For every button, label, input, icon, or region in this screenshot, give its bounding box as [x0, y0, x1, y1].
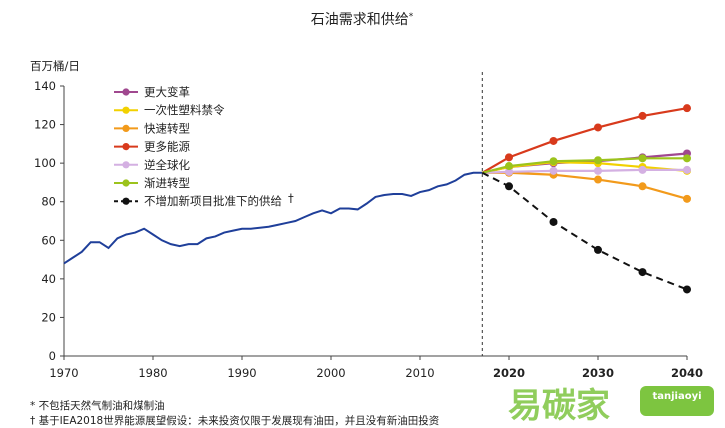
series-point	[549, 136, 558, 145]
series-point	[638, 154, 647, 163]
footnote-1: * 不包括天然气制油和煤制油	[30, 399, 165, 412]
series-point	[683, 104, 691, 113]
x-tick-label: 1990	[227, 366, 256, 380]
x-tick-label: 2030	[582, 366, 614, 380]
series-line-5	[482, 157, 687, 174]
series-point	[683, 285, 691, 294]
y-tick-label: 140	[34, 79, 56, 93]
x-tick-label: 2020	[493, 366, 525, 380]
legend-label: 更大变革	[144, 85, 190, 99]
y-tick-label: 80	[41, 195, 56, 209]
series-point	[594, 245, 602, 254]
legend-marker	[122, 143, 130, 151]
series-point	[594, 175, 602, 184]
series-point	[549, 157, 558, 166]
series-point	[505, 153, 513, 162]
series-line-4	[482, 168, 687, 174]
series-line-2	[482, 171, 688, 200]
legend-marker	[122, 106, 130, 114]
series-point	[683, 165, 691, 174]
watermark-logo: 易碳家 tanjiaoyi	[508, 386, 714, 426]
x-tick-label: 2000	[316, 366, 345, 380]
series-point	[505, 167, 513, 176]
y-tick-label: 20	[41, 310, 56, 324]
series-point	[549, 166, 558, 175]
legend-marker	[122, 179, 130, 187]
series-point	[505, 162, 513, 171]
legend-label: 一次性塑料禁令	[144, 103, 225, 117]
series-point	[638, 165, 647, 174]
y-tick-label: 60	[41, 233, 56, 247]
watermark-badge	[640, 386, 714, 416]
series-line-3	[481, 107, 688, 174]
series-point	[638, 182, 647, 191]
y-tick-label: 120	[34, 118, 56, 132]
x-tick-label: 2040	[671, 366, 703, 380]
legend-label: 渐进转型	[144, 176, 190, 190]
legend-marker	[122, 197, 130, 205]
series-point	[683, 194, 691, 203]
legend-label: 逆全球化	[144, 158, 190, 172]
legend-marker	[122, 161, 130, 169]
chart-title: 石油需求和供给*	[311, 12, 414, 28]
legend-label: 不增加新项目批准下的供给 †	[144, 191, 294, 208]
watermark-en: tanjiaoyi	[652, 391, 701, 402]
legend-marker	[122, 124, 130, 132]
footnote-2: † 基于IEA2018世界能源展望假设：未来投资仅限于发展现有油田，并且没有新油…	[30, 414, 439, 427]
series-point	[683, 154, 691, 163]
series-layer	[63, 104, 691, 294]
series-point	[594, 123, 602, 132]
y-tick-label: 40	[41, 272, 56, 286]
legend-label: 更多能源	[144, 140, 190, 154]
series-point	[594, 166, 602, 175]
y-axis-label: 百万桶/日	[30, 59, 80, 73]
series-point	[638, 268, 647, 277]
series-line-6	[481, 171, 688, 291]
y-tick-label: 0	[49, 349, 56, 363]
x-tick-label: 2010	[405, 366, 434, 380]
legend-label: 快速转型	[144, 121, 190, 135]
watermark-text: 易碳家	[508, 386, 610, 426]
series-point	[638, 111, 647, 120]
series-point	[549, 217, 558, 226]
x-tick-label: 1970	[49, 366, 78, 380]
x-tick-label: 1980	[138, 366, 167, 380]
legend-marker	[122, 88, 130, 96]
series-historical-line	[63, 171, 483, 265]
y-tick-label: 100	[34, 156, 56, 170]
series-point	[505, 182, 513, 191]
series-point	[594, 156, 602, 165]
